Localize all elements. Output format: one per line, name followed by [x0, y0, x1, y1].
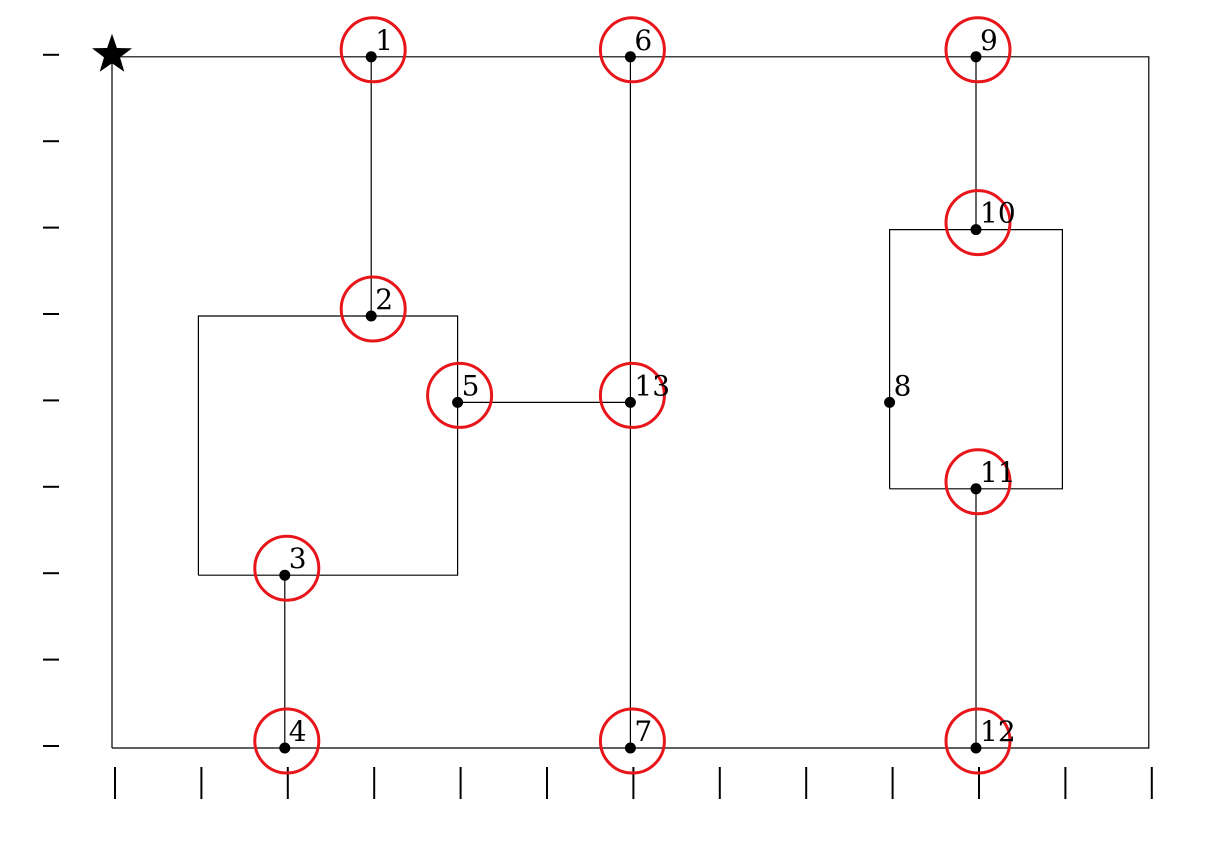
node-12: 12 — [944, 707, 1016, 775]
node-6: 6 — [598, 16, 666, 84]
node-dot — [624, 742, 636, 754]
node-label: 1 — [375, 24, 393, 57]
node-label: 9 — [980, 24, 998, 57]
node-ring — [426, 361, 494, 429]
node-label: 4 — [289, 715, 307, 748]
node-3: 3 — [253, 534, 321, 602]
node-dot — [624, 396, 636, 408]
node-ring — [253, 707, 321, 775]
node-4: 4 — [253, 707, 321, 775]
node-dot — [624, 51, 636, 63]
node-label: 3 — [289, 542, 307, 575]
node-10: 10 — [944, 189, 1016, 257]
node-dot — [970, 224, 982, 236]
node-7: 7 — [598, 707, 666, 775]
node-label: 5 — [462, 369, 480, 402]
node-dot — [279, 742, 291, 754]
node-ring — [598, 361, 666, 429]
node-dot — [365, 310, 377, 322]
node-label: 2 — [375, 283, 393, 316]
outer-loop — [111, 56, 1150, 749]
node-label: 12 — [980, 715, 1016, 748]
node-ring — [944, 707, 1012, 775]
start-marker — [92, 33, 132, 72]
left-loop — [197, 315, 459, 576]
node-ring — [598, 16, 666, 84]
node-ring — [944, 16, 1012, 84]
star-icon — [92, 33, 132, 72]
node-dot — [279, 569, 291, 581]
node-dot — [884, 396, 896, 408]
node-ring — [944, 448, 1012, 516]
node-ring — [598, 707, 666, 775]
node-2: 2 — [339, 275, 407, 343]
node-13: 13 — [598, 361, 670, 429]
node-5: 5 — [426, 361, 494, 429]
node-dot — [970, 51, 982, 63]
right-loop — [888, 229, 1064, 490]
node-ring — [944, 189, 1012, 257]
node-dot — [452, 396, 464, 408]
node-label: 6 — [634, 24, 652, 57]
node-9: 9 — [944, 16, 1012, 84]
axis-ticks — [43, 53, 1153, 799]
node-8: 8 — [884, 369, 911, 408]
node-label: 7 — [634, 715, 652, 748]
node-label: 13 — [634, 369, 670, 402]
node-ring — [339, 275, 407, 343]
node-dot — [365, 51, 377, 63]
node-label: 11 — [980, 456, 1016, 489]
node-11: 11 — [944, 448, 1016, 516]
node-ring — [339, 16, 407, 84]
node-dot — [970, 483, 982, 495]
node-ring — [253, 534, 321, 602]
node-label: 8 — [894, 369, 912, 402]
node-label: 10 — [980, 197, 1016, 230]
node-1: 1 — [339, 16, 407, 84]
node-dot — [970, 742, 982, 754]
